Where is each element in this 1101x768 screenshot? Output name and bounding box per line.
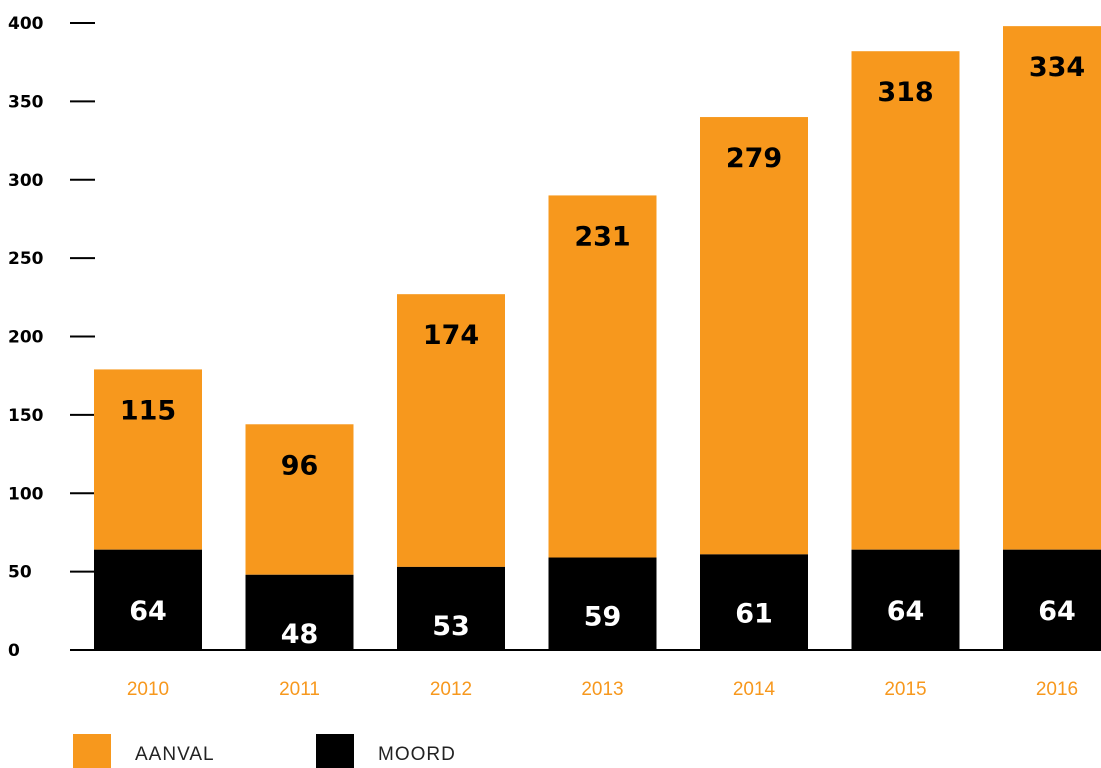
x-tick-label: 2010 bbox=[127, 679, 169, 700]
y-tick-label: 250 bbox=[8, 249, 44, 269]
x-axis: 2010 2011 2012 2013 2014 2015 2016 bbox=[127, 679, 1078, 700]
data-label-aanval: 318 bbox=[877, 77, 933, 108]
x-tick-label: 2014 bbox=[733, 679, 776, 700]
bars: 115 64 96 48 174 53 231 59 279 61 318 64 334 64 bbox=[70, 26, 1101, 651]
y-tick-label: 300 bbox=[8, 171, 44, 191]
bar-moord-2011 bbox=[245, 574, 354, 650]
bar-aanval-2010 bbox=[94, 369, 202, 550]
data-label-aanval: 334 bbox=[1029, 52, 1085, 83]
legend-label-aanval: AANVAL bbox=[135, 744, 215, 765]
bar-aanval-2011 bbox=[245, 424, 354, 575]
data-label-aanval: 231 bbox=[574, 221, 630, 252]
y-tick-label: 50 bbox=[8, 563, 32, 583]
y-tick-label: 100 bbox=[8, 484, 44, 504]
bar-aanval-2016 bbox=[1003, 26, 1101, 550]
data-label-moord: 61 bbox=[735, 598, 773, 629]
y-tick-label: 0 bbox=[8, 641, 20, 661]
y-tick-label: 150 bbox=[8, 406, 44, 426]
bar-moord-2014 bbox=[700, 554, 808, 650]
bar-moord-2010 bbox=[94, 549, 202, 650]
x-tick-label: 2016 bbox=[1036, 679, 1078, 700]
data-label-aanval: 279 bbox=[726, 143, 782, 174]
x-tick-label: 2012 bbox=[430, 679, 472, 700]
bar-moord-2012 bbox=[397, 566, 505, 650]
data-label-moord: 48 bbox=[281, 619, 319, 650]
data-label-moord: 64 bbox=[887, 596, 925, 627]
y-tick-label: 400 bbox=[8, 14, 44, 34]
data-label-aanval: 115 bbox=[120, 395, 176, 426]
bar-aanval-2014 bbox=[700, 117, 808, 555]
bar-moord-2013 bbox=[548, 557, 657, 650]
legend: AANVAL MOORD bbox=[73, 734, 456, 768]
x-tick-label: 2011 bbox=[279, 679, 320, 700]
data-label-moord: 53 bbox=[432, 611, 470, 642]
y-tick-label: 200 bbox=[8, 328, 44, 348]
bar-aanval-2015 bbox=[851, 51, 960, 550]
bar-moord-2016 bbox=[1003, 549, 1101, 650]
bar-aanval-2013 bbox=[548, 195, 657, 558]
y-axis: 0 50 100 150 200 250 300 350 400 bbox=[8, 14, 95, 661]
data-label-moord: 59 bbox=[584, 602, 622, 633]
legend-swatch-aanval bbox=[73, 734, 111, 768]
data-label-moord: 64 bbox=[1038, 596, 1076, 627]
legend-label-moord: MOORD bbox=[378, 744, 456, 765]
x-tick-label: 2015 bbox=[884, 679, 926, 700]
bar-moord-2015 bbox=[851, 549, 960, 650]
y-tick-label: 350 bbox=[8, 92, 44, 112]
x-tick-label: 2013 bbox=[581, 679, 623, 700]
data-label-moord: 64 bbox=[129, 596, 167, 627]
bar-aanval-2012 bbox=[397, 294, 505, 567]
data-label-aanval: 96 bbox=[281, 450, 319, 481]
legend-swatch-moord bbox=[316, 734, 354, 768]
data-label-aanval: 174 bbox=[423, 320, 479, 351]
